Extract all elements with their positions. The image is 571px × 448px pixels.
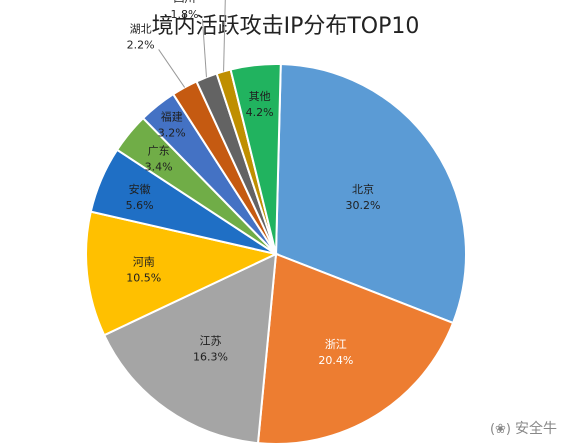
slice-value-label: 3.2% bbox=[158, 126, 186, 139]
slice-name-label: 浙江 bbox=[325, 338, 347, 351]
slice-name-label: 安徽 bbox=[129, 182, 151, 196]
slice-value-label: 5.6% bbox=[126, 199, 154, 212]
pie-slice bbox=[256, 252, 455, 445]
wechat-icon: (❀) bbox=[489, 422, 511, 437]
slice-name-label: 湖北 bbox=[130, 22, 152, 35]
slice-name-label: 江苏 bbox=[199, 334, 221, 347]
leader-line bbox=[201, 19, 207, 78]
slice-value-label: 4.2% bbox=[246, 106, 274, 119]
leader-line bbox=[223, 0, 226, 72]
chart-title: 境内活跃攻击IP分布TOP10 bbox=[151, 14, 420, 39]
pie-slice bbox=[102, 252, 278, 445]
watermark-text: 安全牛 bbox=[515, 421, 557, 437]
slice-name-label: 北京 bbox=[352, 182, 374, 196]
slice-value-label: 10.5% bbox=[126, 271, 161, 284]
watermark: (❀) 安全牛 bbox=[490, 418, 557, 438]
pie-slice bbox=[229, 63, 282, 255]
slice-value-label: 1.8% bbox=[170, 8, 198, 21]
slice-value-label: 30.2% bbox=[346, 199, 381, 212]
slice-name-label: 广东 bbox=[148, 144, 170, 157]
slice-name-label: 其他 bbox=[249, 90, 271, 103]
leader-line bbox=[158, 49, 186, 88]
slice-name-label: 福建 bbox=[161, 109, 183, 123]
slice-name-label: 河南 bbox=[133, 255, 155, 268]
slice-name-label: 四川 bbox=[173, 0, 195, 5]
pie-slice bbox=[274, 63, 467, 325]
slice-value-label: 16.3% bbox=[193, 350, 228, 363]
slice-value-label: 2.2% bbox=[127, 38, 155, 51]
slice-value-label: 3.4% bbox=[145, 160, 173, 173]
slice-value-label: 20.4% bbox=[318, 354, 353, 367]
pie-slice bbox=[85, 210, 280, 337]
